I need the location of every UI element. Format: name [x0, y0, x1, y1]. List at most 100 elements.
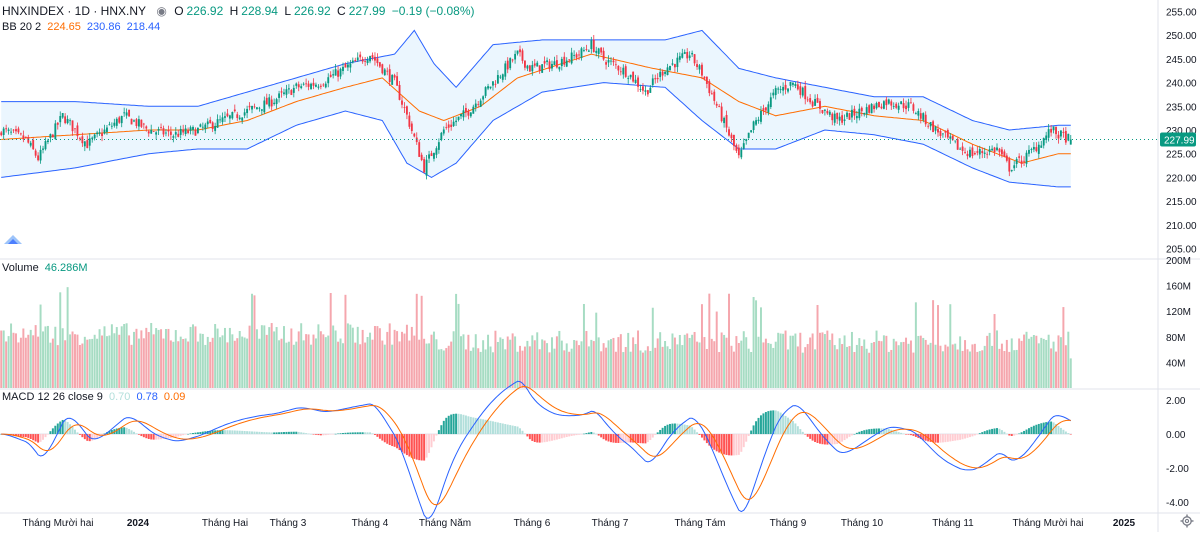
volume-bar [912, 352, 915, 388]
volume-value: 46.286M [44, 262, 88, 274]
volume-bar [324, 337, 327, 388]
candle-body [192, 127, 194, 130]
gear-icon[interactable] [1180, 514, 1194, 528]
macd-hist-bar [1040, 423, 1043, 435]
macd-hist-bar [108, 431, 111, 435]
candle-body [479, 100, 482, 107]
volume-bar [113, 333, 116, 388]
volume-bar [654, 347, 657, 388]
candle-body [875, 103, 878, 109]
candle-body [691, 52, 694, 55]
macd-hist-bar [435, 434, 438, 436]
macd-legend[interactable]: MACD 12 26 close 9 0.70 0.78 0.09 [2, 391, 188, 403]
volume-bar [29, 329, 32, 388]
volume-bar [676, 344, 679, 388]
volume-bar [228, 327, 231, 388]
candle-body [752, 121, 755, 130]
volume-bar [1032, 334, 1035, 388]
candle-body [669, 65, 671, 71]
volume-bar [491, 352, 494, 388]
macd-hist-bar [804, 434, 807, 435]
volume-bar [484, 349, 487, 388]
candle-body [816, 97, 819, 103]
macd-hist-bar [558, 434, 561, 439]
candle-body [595, 50, 598, 53]
candle-body [688, 55, 691, 59]
macd-hist-bar [238, 430, 241, 435]
candle-body [986, 153, 989, 155]
bb-legend[interactable]: BB 20 2 224.65 230.86 218.44 [2, 21, 163, 33]
macd-hist-bar [909, 434, 912, 436]
volume-bar [836, 349, 839, 388]
volume-bar [452, 331, 455, 388]
eye-icon[interactable]: ◉ [156, 4, 167, 18]
volume-bar [339, 338, 342, 388]
volume-bar [329, 293, 332, 388]
candle-body [133, 120, 135, 122]
volume-bar [705, 348, 708, 388]
macd-hist-bar [563, 434, 566, 438]
volume-bar [981, 350, 984, 388]
macd-hist-bar [125, 427, 128, 435]
macd-hist-bar [1023, 430, 1026, 435]
macd-tick-label: -4.00 [1166, 498, 1189, 509]
time-axis-label: Tháng 3 [270, 518, 307, 529]
candle-body [420, 154, 423, 161]
volume-bar [1064, 345, 1067, 388]
macd-hist-bar [243, 431, 246, 435]
macd-hist-bar [538, 434, 541, 443]
macd-hist-bar [145, 434, 148, 439]
candle-body [66, 118, 69, 124]
candle-body [570, 52, 573, 64]
volume-bar [435, 339, 438, 388]
volume-bar [455, 293, 458, 388]
volume-bar [469, 350, 472, 388]
candle-body [187, 130, 190, 133]
macd-hist-bar [196, 432, 199, 435]
price-tick-label: 230.00 [1166, 126, 1197, 137]
time-axis-label: Tháng 4 [352, 518, 389, 529]
candle-body [174, 132, 177, 135]
macd-hist-bar [78, 434, 81, 435]
volume-bar [878, 340, 880, 388]
macd-hist-bar [415, 434, 418, 460]
volume-bar [290, 328, 293, 388]
volume-bar [278, 340, 281, 388]
symbol-label[interactable]: HNXINDEX · 1D · HNX.NY [2, 4, 147, 18]
macd-hist-bar [617, 434, 620, 443]
volume-bar [787, 349, 790, 388]
candle-body [659, 71, 662, 78]
volume-bar [558, 330, 561, 388]
volume-bar [619, 334, 622, 388]
candle-body [521, 50, 524, 61]
cloud-logo-icon[interactable] [2, 232, 24, 246]
macd-hist-bar [504, 424, 507, 435]
volume-bar [555, 336, 558, 388]
volume-bar [715, 311, 718, 388]
volume-bar [632, 337, 635, 388]
candle-body [629, 74, 632, 78]
candle-body [241, 117, 244, 121]
candle-body [177, 133, 180, 137]
volume-bar [536, 332, 539, 388]
volume-bar [479, 351, 482, 388]
candle-body [167, 130, 170, 132]
macd-hist-bar [651, 434, 654, 438]
volume-bar [1057, 335, 1060, 388]
candle-body [905, 105, 907, 110]
candle-body [410, 123, 413, 132]
volume-bar [83, 336, 86, 388]
volume-legend[interactable]: Volume 46.286M [2, 262, 91, 274]
macd-hist-bar [961, 434, 964, 440]
macd-hist-bar [590, 431, 593, 435]
volume-bar [251, 293, 254, 388]
candle-body [349, 63, 352, 68]
candle-body [317, 86, 320, 88]
macd-hist-bar [24, 434, 27, 438]
macd-hist-bar [383, 434, 386, 443]
volume-bar [966, 349, 969, 388]
macd-hist-bar [887, 429, 890, 435]
candle-body [799, 86, 802, 95]
